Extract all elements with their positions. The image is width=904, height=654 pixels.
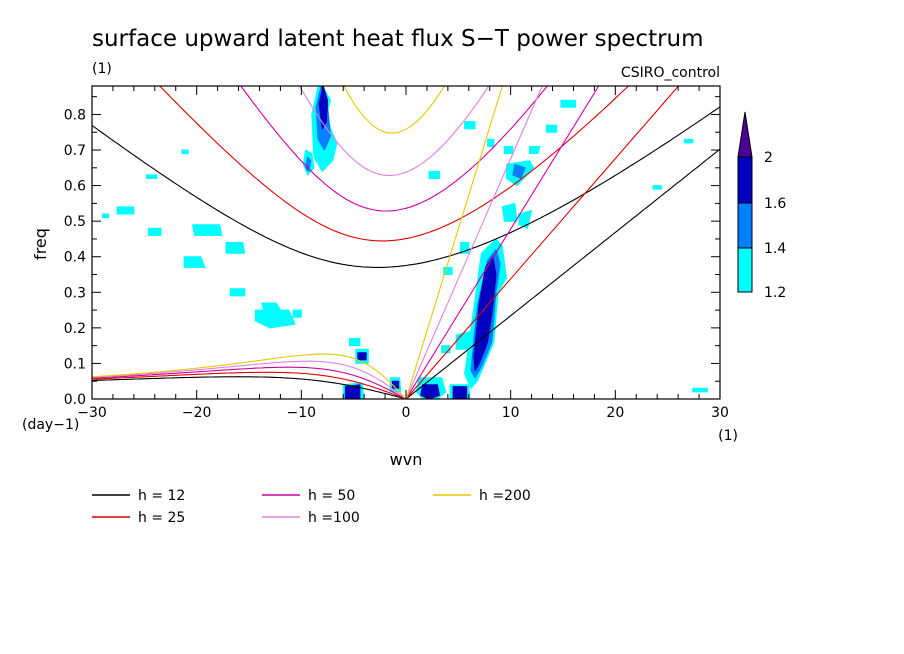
curve-inertia-gravity-h25 xyxy=(158,86,630,242)
power-region-level-1 xyxy=(501,202,518,222)
y-tick-label: 0.1 xyxy=(64,356,86,372)
curve-inertia-gravity-h12 xyxy=(92,106,720,268)
power-region-level-1 xyxy=(192,224,223,236)
x-tick-label: 0 xyxy=(402,405,411,421)
y-tick-label: 0.2 xyxy=(64,321,86,337)
x-tick-label: −20 xyxy=(182,405,212,421)
power-region-level-1 xyxy=(455,330,472,350)
curve-kelvin-h200 xyxy=(405,86,503,399)
colorbar-label: 1.4 xyxy=(764,241,786,257)
y-tick-label: 0.8 xyxy=(64,107,86,123)
power-region-level-1 xyxy=(428,170,440,179)
curve-kelvin-h25 xyxy=(405,86,680,399)
colorbar-arrow xyxy=(737,111,753,158)
legend: h = 12 h = 25 h = 50 h =100 h =200 xyxy=(92,488,531,526)
power-region-level-1 xyxy=(181,149,189,155)
colorbar-label: 1.2 xyxy=(764,285,786,301)
legend-label-h100: h =100 xyxy=(308,510,360,526)
x-tick-label: −30 xyxy=(77,405,107,421)
colorbar-band xyxy=(737,247,753,293)
x-tick-label: 20 xyxy=(606,405,624,421)
colorbar-band xyxy=(737,156,753,204)
power-region-level-1 xyxy=(560,99,577,108)
x-axis-label: wvn xyxy=(390,450,423,469)
power-region-level-1 xyxy=(464,121,476,130)
power-region-level-1 xyxy=(102,213,110,219)
power-region-level-1 xyxy=(487,138,495,147)
curve-rossby-h50 xyxy=(92,366,407,399)
power-region-level-2 xyxy=(305,156,312,172)
y-tick-label: 0.3 xyxy=(64,285,86,301)
y-tick-label: 0.6 xyxy=(64,179,86,195)
y-tick-label: 0.0 xyxy=(64,392,86,408)
power-region-level-3 xyxy=(473,256,497,371)
chart-title: surface upward latent heat flux S−T powe… xyxy=(92,26,704,52)
x-tick-label: 10 xyxy=(502,405,520,421)
model-name: CSIRO_control xyxy=(621,65,720,81)
power-region-level-1 xyxy=(652,185,662,190)
y-axis-unit: (day−1) xyxy=(22,417,79,433)
power-region-level-1 xyxy=(116,206,135,215)
dispersion-curves xyxy=(92,86,720,399)
curve-rossby-h12 xyxy=(92,376,407,399)
colorbar: 1.2 1.4 1.6 2 xyxy=(737,111,786,301)
chart-subtitle: (1) xyxy=(92,61,112,77)
colorbar-band xyxy=(737,202,753,249)
legend-label-h50: h = 50 xyxy=(308,488,355,504)
curve-inertia-gravity-h50 xyxy=(240,86,549,212)
power-region-level-3 xyxy=(452,386,468,399)
power-region-level-1 xyxy=(145,174,158,179)
power-region-level-1 xyxy=(183,256,206,268)
power-region-level-1 xyxy=(545,124,558,133)
power-region-level-1 xyxy=(229,288,246,297)
legend-label-h25: h = 25 xyxy=(138,510,185,526)
power-region-level-1 xyxy=(349,338,361,347)
power-region-level-1 xyxy=(292,309,302,318)
y-axis-label: freq xyxy=(31,228,50,260)
power-region-level-3 xyxy=(344,384,361,399)
y-tick-label: 0.7 xyxy=(64,143,86,159)
power-region-level-3 xyxy=(357,352,367,361)
colorbar-label: 1.6 xyxy=(764,196,786,212)
power-region-level-1 xyxy=(254,309,296,329)
curve-inertia-gravity-h200 xyxy=(343,86,446,134)
spectral-power-regions xyxy=(102,86,708,399)
legend-label-h200: h =200 xyxy=(479,488,531,504)
power-region-level-1 xyxy=(225,242,246,254)
curve-inertia-gravity-h100 xyxy=(298,86,490,176)
curve-rossby-h25 xyxy=(92,371,407,399)
power-region-level-1 xyxy=(503,146,514,155)
curve-kelvin-h100 xyxy=(405,86,543,399)
y-tick-label: 0.5 xyxy=(64,214,86,230)
power-region-level-1 xyxy=(148,227,162,236)
curve-rossby-h200 xyxy=(92,353,407,399)
power-region-level-1 xyxy=(529,146,541,155)
curve-rossby-h100 xyxy=(92,360,407,399)
y-tick-label: 0.4 xyxy=(64,250,86,266)
colorbar-label: 2 xyxy=(764,150,773,166)
power-region-level-3 xyxy=(420,384,440,399)
legend-label-h12: h = 12 xyxy=(138,488,185,504)
curve-kelvin-h12 xyxy=(405,148,720,399)
curve-kelvin-h50 xyxy=(405,86,600,399)
x-tick-label: 30 xyxy=(711,405,729,421)
axes: −30 −20 −10 0 10 20 30 0.0 0.1 0.2 0.3 0.4 0.5 0.6 0.7… xyxy=(64,86,729,421)
power-region-level-1 xyxy=(683,138,694,144)
x-axis-unit: (1) xyxy=(718,428,738,444)
x-tick-label: −10 xyxy=(287,405,317,421)
power-region-level-1 xyxy=(692,387,708,393)
